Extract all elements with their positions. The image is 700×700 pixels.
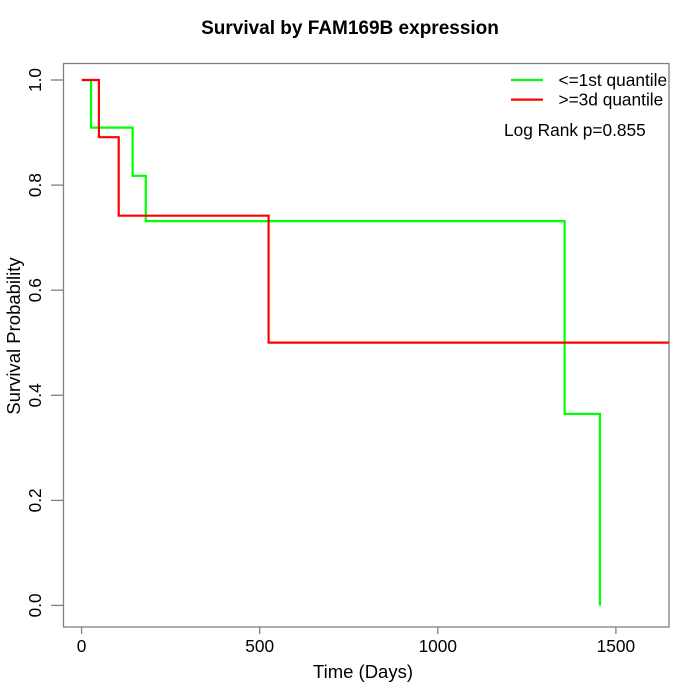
svg-text:>=3d quantile: >=3d quantile	[559, 90, 664, 110]
svg-text:0: 0	[77, 636, 87, 656]
svg-text:Log Rank p=0.855: Log Rank p=0.855	[504, 120, 646, 140]
svg-text:Survival Probability: Survival Probability	[3, 257, 24, 415]
svg-text:0.6: 0.6	[25, 278, 45, 302]
svg-text:Time (Days): Time (Days)	[313, 661, 413, 682]
svg-text:Survival by FAM169B expression: Survival by FAM169B expression	[201, 18, 499, 39]
svg-text:1.0: 1.0	[25, 68, 45, 92]
svg-text:1500: 1500	[597, 636, 635, 656]
svg-text:0.2: 0.2	[25, 488, 45, 512]
svg-text:<=1st quantile: <=1st quantile	[559, 70, 668, 90]
svg-text:500: 500	[245, 636, 274, 656]
svg-text:0.4: 0.4	[25, 383, 45, 407]
svg-text:0.8: 0.8	[25, 173, 45, 197]
svg-text:0.0: 0.0	[25, 593, 45, 617]
svg-text:1000: 1000	[419, 636, 457, 656]
